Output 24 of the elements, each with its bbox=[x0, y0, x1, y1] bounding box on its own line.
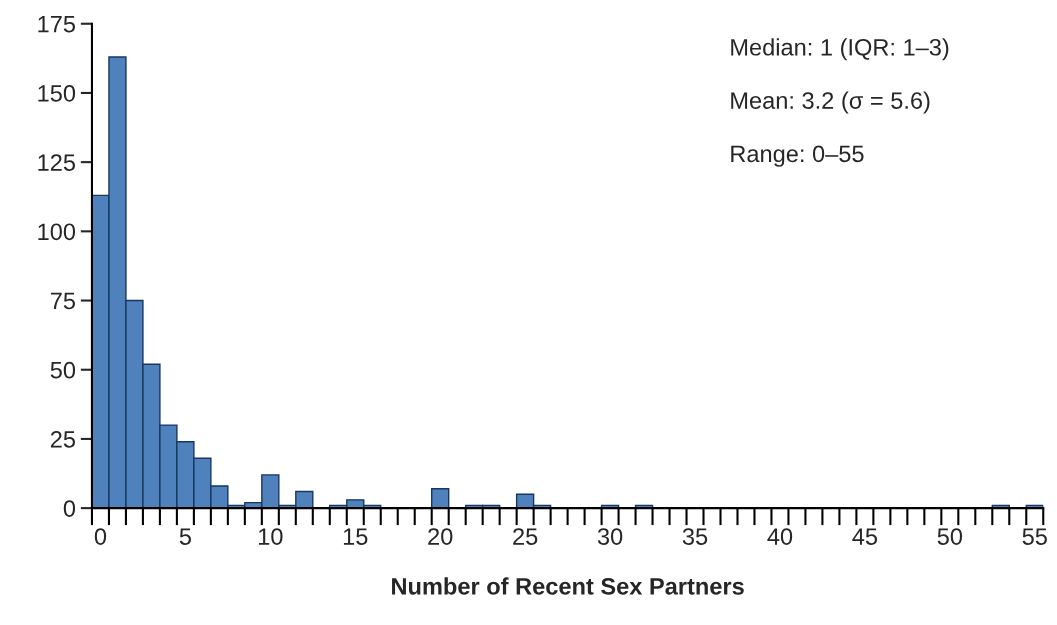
x-tick-label: 15 bbox=[343, 528, 368, 545]
x-tick-label: 5 bbox=[179, 528, 191, 545]
y-tick-label: 50 bbox=[50, 361, 76, 379]
x-tick-label: 25 bbox=[513, 528, 538, 545]
x-tick-label: 40 bbox=[767, 528, 793, 545]
x-tick-label: 35 bbox=[682, 528, 708, 545]
annotation: Mean: 3.2 (σ = 5.6) bbox=[731, 91, 930, 114]
y-tick-label: 150 bbox=[38, 85, 76, 102]
x-tick-label: 10 bbox=[259, 528, 283, 545]
annotation: Median: 1 (IQR: 1–3) bbox=[731, 38, 949, 61]
y-tick-label: 0 bbox=[63, 500, 76, 517]
x-tick-label: 45 bbox=[852, 528, 878, 545]
y-tick-label: 125 bbox=[38, 154, 75, 171]
x-tick-label: 55 bbox=[1022, 528, 1047, 545]
y-tick-label: 100 bbox=[38, 223, 76, 241]
annotation: Range: 0–55 bbox=[731, 145, 864, 167]
x-axis-title: Number of Recent Sex Partners bbox=[392, 577, 744, 595]
y-tick-label: 175 bbox=[38, 16, 75, 33]
y-tick-label: 75 bbox=[50, 292, 75, 310]
y-tick-label: 25 bbox=[50, 431, 75, 448]
x-tick-label: 20 bbox=[428, 528, 453, 545]
x-tick-label: 0 bbox=[94, 528, 107, 545]
x-tick-label: 30 bbox=[597, 528, 623, 545]
x-tick-label: 50 bbox=[937, 528, 963, 545]
